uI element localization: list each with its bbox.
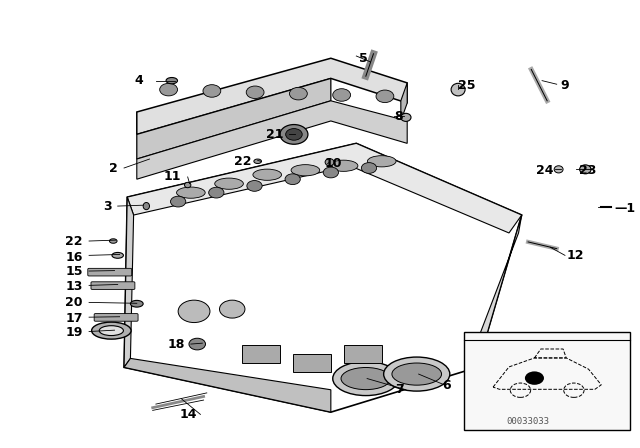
Ellipse shape xyxy=(383,357,450,391)
Text: 6: 6 xyxy=(442,379,451,392)
Circle shape xyxy=(280,125,308,144)
Ellipse shape xyxy=(99,326,124,336)
Text: 00033033: 00033033 xyxy=(507,417,550,426)
Circle shape xyxy=(247,181,262,191)
Polygon shape xyxy=(124,358,331,412)
Text: 21: 21 xyxy=(266,128,283,141)
Text: 4: 4 xyxy=(134,74,143,87)
Text: —1: —1 xyxy=(614,202,635,215)
Polygon shape xyxy=(137,58,407,134)
Ellipse shape xyxy=(184,182,191,188)
Circle shape xyxy=(203,85,221,97)
Ellipse shape xyxy=(392,363,442,385)
Circle shape xyxy=(178,300,210,323)
Text: 24: 24 xyxy=(536,164,554,177)
Bar xyxy=(242,345,280,363)
Ellipse shape xyxy=(451,83,465,96)
Ellipse shape xyxy=(291,165,320,176)
Polygon shape xyxy=(401,83,407,121)
Circle shape xyxy=(285,174,300,185)
Text: 22: 22 xyxy=(234,155,252,168)
Circle shape xyxy=(170,196,186,207)
Text: 14: 14 xyxy=(180,408,197,421)
Text: 18: 18 xyxy=(167,338,184,352)
Polygon shape xyxy=(137,101,407,179)
Text: 7: 7 xyxy=(396,383,404,396)
Text: 13: 13 xyxy=(65,280,83,293)
Text: 22: 22 xyxy=(65,235,83,249)
Circle shape xyxy=(376,90,394,103)
Ellipse shape xyxy=(580,165,591,174)
Text: 16: 16 xyxy=(65,251,83,264)
Bar xyxy=(292,354,331,372)
Ellipse shape xyxy=(177,187,205,198)
Text: 17: 17 xyxy=(65,311,83,325)
Text: 25: 25 xyxy=(458,78,476,92)
Polygon shape xyxy=(124,197,134,367)
Text: 23: 23 xyxy=(579,164,596,177)
Circle shape xyxy=(362,163,377,173)
Ellipse shape xyxy=(367,155,396,167)
Ellipse shape xyxy=(554,166,563,173)
Ellipse shape xyxy=(329,160,358,172)
Text: 2: 2 xyxy=(109,161,118,175)
Bar xyxy=(344,345,381,363)
Circle shape xyxy=(209,187,224,198)
Circle shape xyxy=(246,86,264,99)
Circle shape xyxy=(160,83,177,96)
Ellipse shape xyxy=(215,178,243,190)
Ellipse shape xyxy=(92,322,131,339)
Circle shape xyxy=(525,371,544,385)
FancyBboxPatch shape xyxy=(94,314,138,321)
Circle shape xyxy=(289,87,307,100)
Circle shape xyxy=(220,300,245,318)
Text: 5: 5 xyxy=(360,52,368,65)
Circle shape xyxy=(333,89,351,101)
Circle shape xyxy=(323,167,339,178)
Text: 8: 8 xyxy=(394,110,403,123)
Ellipse shape xyxy=(112,253,124,258)
Ellipse shape xyxy=(131,300,143,307)
Text: 20: 20 xyxy=(65,296,83,309)
Text: 10: 10 xyxy=(324,157,342,170)
Text: 9: 9 xyxy=(560,78,568,92)
Ellipse shape xyxy=(166,78,177,84)
Text: 12: 12 xyxy=(566,249,584,262)
Text: 15: 15 xyxy=(65,264,83,278)
Ellipse shape xyxy=(143,202,150,210)
Ellipse shape xyxy=(109,239,117,243)
Circle shape xyxy=(189,338,205,350)
Text: 3: 3 xyxy=(102,199,111,213)
Ellipse shape xyxy=(253,169,282,181)
Text: 11: 11 xyxy=(164,170,181,184)
Polygon shape xyxy=(127,143,522,233)
Ellipse shape xyxy=(401,113,411,121)
Text: 19: 19 xyxy=(65,326,83,339)
Polygon shape xyxy=(474,215,522,367)
FancyBboxPatch shape xyxy=(88,268,132,276)
Ellipse shape xyxy=(333,362,399,396)
Circle shape xyxy=(285,129,302,140)
Polygon shape xyxy=(137,78,331,159)
Ellipse shape xyxy=(341,367,390,390)
Ellipse shape xyxy=(325,159,334,166)
Ellipse shape xyxy=(254,159,262,164)
Bar xyxy=(465,332,630,430)
FancyBboxPatch shape xyxy=(91,282,135,289)
